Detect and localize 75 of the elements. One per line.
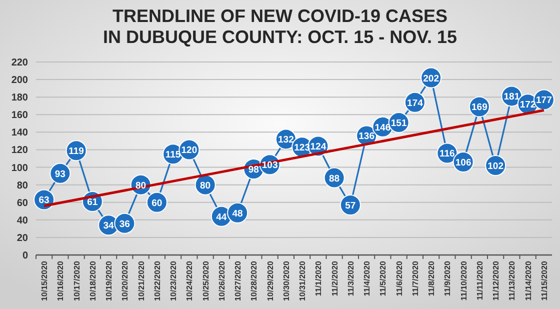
data-label: 124 [310,142,327,153]
y-tick-label: 180 [11,92,28,104]
x-tick-label: 11/6/2020 [394,260,404,296]
data-label: 63 [38,195,50,206]
data-label: 202 [423,73,439,84]
x-tick-label: 10/20/2020 [120,260,130,302]
data-label: 146 [374,122,391,134]
x-tick-label: 10/19/2020 [104,260,114,302]
x-tick-label: 11/9/2020 [443,260,452,296]
x-tick-label: 10/26/2020 [217,260,226,302]
x-tick-label: 11/1/2020 [314,260,324,296]
y-tick-label: 80 [16,180,28,192]
x-tick-label: 10/28/2020 [250,260,259,302]
data-label: 57 [345,200,356,212]
data-label: 44 [216,212,228,223]
y-tick-label: 200 [11,75,28,86]
x-tick-label: 11/7/2020 [410,260,420,296]
x-tick-label: 10/31/2020 [298,260,308,302]
data-label: 102 [488,161,504,172]
x-tick-label: 11/3/2020 [346,260,356,296]
x-tick-label: 11/15/2020 [540,260,549,301]
y-tick-label: 20 [16,232,28,244]
y-tick-label: 140 [11,128,28,139]
x-tick-label: 10/29/2020 [266,260,275,302]
x-tick-label: 10/27/2020 [234,260,243,302]
y-tick-label: 60 [16,198,28,209]
data-label: 172 [520,100,536,111]
data-label: 61 [87,196,98,208]
data-label: 60 [152,198,162,209]
data-label: 98 [248,164,259,176]
y-tick-label: 120 [11,145,28,156]
x-tick-label: 10/23/2020 [169,260,178,302]
data-label: 174 [407,98,424,109]
x-tick-label: 11/5/2020 [378,260,388,296]
data-label: 80 [200,180,211,192]
x-tick-label: 11/2/2020 [330,260,340,296]
data-label: 116 [440,148,455,160]
x-tick-label: 10/30/2020 [282,260,291,302]
chart-title: TRENDLINE OF NEW COVID-19 CASES IN DUBUQUE COUNTY: OCT. 15 - NOV. 15 [102,6,458,47]
x-tick-label: 11/10/2020 [459,260,468,301]
data-label: 119 [68,146,84,158]
x-tick-label: 10/22/2020 [152,260,162,302]
data-label: 120 [181,145,198,156]
y-tick-label: 40 [16,215,28,226]
data-label: 36 [119,218,130,230]
y-tick-label: 100 [11,162,28,174]
y-tick-label: 160 [11,110,28,122]
data-label: 93 [54,168,66,180]
data-label: 34 [103,220,115,232]
data-label: 115 [165,150,182,161]
x-tick-label: 10/16/2020 [56,260,66,302]
data-label: 169 [472,102,488,114]
x-tick-label: 10/21/2020 [136,260,146,302]
data-label: 151 [390,118,408,130]
x-tick-label: 11/8/2020 [427,260,436,296]
x-tick-label: 11/14/2020 [524,260,533,301]
x-tick-label: 11/13/2020 [508,260,517,301]
data-label: 103 [262,160,278,172]
y-tick-label: 0 [22,250,28,262]
data-label: 88 [329,173,340,184]
data-label: 136 [358,131,374,142]
x-tick-label: 11/12/2020 [492,260,501,301]
y-tick-label: 220 [11,58,28,68]
x-tick-label: 10/17/2020 [72,260,82,302]
data-label: 181 [504,92,520,103]
data-label: 132 [278,134,294,146]
data-label: 106 [455,158,472,169]
x-tick-label: 10/15/2020 [40,260,50,302]
data-label: 48 [232,208,243,220]
x-tick-label: 10/18/2020 [88,260,98,302]
x-tick-label: 10/25/2020 [201,260,210,302]
x-tick-label: 11/4/2020 [362,260,372,296]
x-tick-label: 10/24/2020 [185,260,194,302]
x-tick-label: 11/11/2020 [475,260,484,300]
data-label: 177 [536,95,552,106]
